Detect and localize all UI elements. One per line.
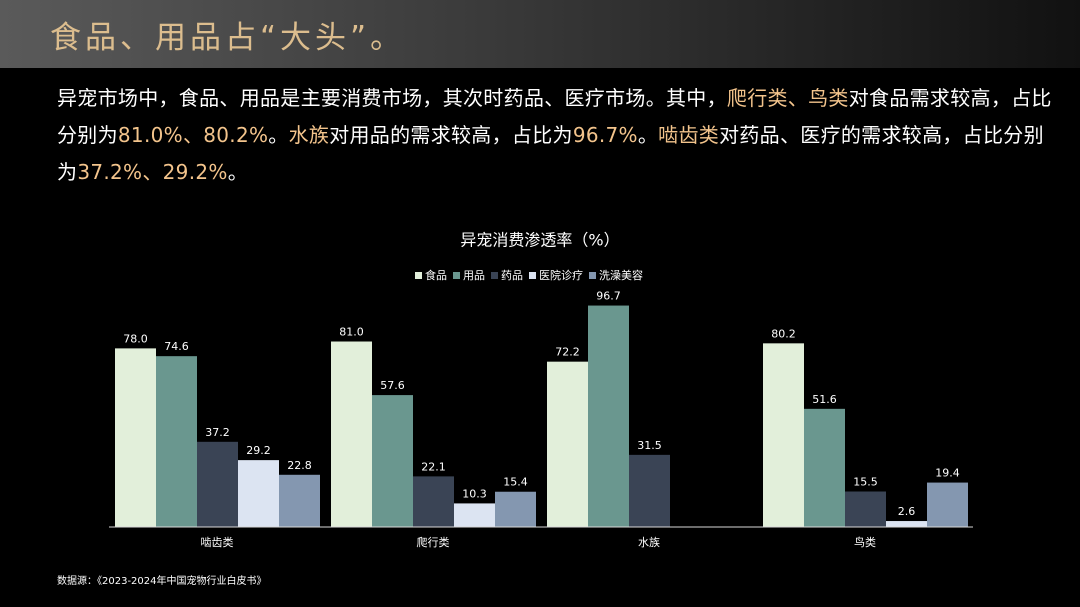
body-text: 。: [268, 123, 289, 147]
bar: [886, 521, 927, 527]
x-tick-label: 啮齿类: [201, 535, 234, 549]
legend-swatch: [589, 272, 596, 279]
data-label: 10.3: [462, 487, 487, 500]
legend-swatch: [453, 272, 460, 279]
data-label: 15.5: [853, 476, 878, 489]
legend-swatch: [529, 272, 536, 279]
data-label: 81.0: [339, 326, 364, 339]
header-bar: 食品、用品占“大头”。: [0, 0, 1080, 68]
bar: [454, 503, 495, 527]
bar: [279, 474, 320, 527]
body-text: 异宠市场中，食品、用品是主要消费市场，其次时药品、医疗市场。其中，: [57, 86, 727, 110]
x-tick-label: 鸟类: [854, 535, 876, 549]
highlight-text: 啮齿类: [658, 123, 720, 147]
data-label: 96.7: [596, 290, 621, 303]
data-label: 51.6: [812, 393, 837, 406]
bar: [804, 408, 845, 527]
data-label: 15.4: [503, 476, 528, 489]
bar: [238, 460, 279, 527]
bar: [115, 348, 156, 527]
body-text: 对用品的需求较高，占比为: [329, 123, 573, 147]
legend-swatch: [415, 272, 422, 279]
bar: [927, 482, 968, 527]
bar: [547, 361, 588, 527]
data-label: 57.6: [380, 379, 405, 392]
bar: [372, 395, 413, 527]
highlight-text: 96.7%: [572, 123, 638, 147]
legend-swatch: [491, 272, 498, 279]
legend-label: 药品: [501, 269, 523, 282]
bar: [763, 343, 804, 527]
slide-title: 食品、用品占“大头”。: [50, 20, 406, 56]
data-label: 22.1: [421, 460, 446, 473]
data-label: 72.2: [555, 346, 580, 359]
data-label: 37.2: [205, 426, 230, 439]
bar: [845, 491, 886, 527]
legend-label: 用品: [463, 269, 485, 282]
body-text: 对药品、医疗的需求较高，占比分别为: [57, 123, 1044, 184]
bar: [588, 305, 629, 527]
bar: [331, 341, 372, 527]
data-label: 22.8: [287, 459, 312, 472]
bar: [413, 476, 454, 527]
x-tick-label: 爬行类: [417, 535, 450, 549]
legend-label: 洗澡美容: [599, 268, 643, 282]
bar: [629, 454, 670, 527]
chart-title: 异宠消费渗透率（%）: [460, 231, 619, 250]
intro-paragraph: 异宠市场中，食品、用品是主要消费市场，其次时药品、医疗市场。其中，爬行类、鸟类对…: [57, 80, 1057, 191]
highlight-text: 37.2%、29.2%: [77, 160, 228, 184]
data-label: 74.6: [164, 340, 189, 353]
highlight-text: 水族: [288, 123, 330, 147]
legend-label: 食品: [425, 268, 447, 282]
data-label: 80.2: [771, 327, 796, 340]
data-label: 19.4: [935, 467, 960, 480]
bar: [156, 356, 197, 527]
data-label: 78.0: [123, 332, 148, 345]
body-text: 。: [227, 160, 248, 184]
data-label: 29.2: [246, 444, 271, 457]
body-text: 对食品需求较高，占比分别为: [57, 86, 1052, 147]
bar: [197, 441, 238, 527]
legend-label: 医院诊疗: [539, 268, 583, 282]
source-note: 数据源：《2023-2024年中国宠物行业白皮书》: [57, 576, 267, 587]
highlight-text: 爬行类、鸟类: [726, 86, 849, 110]
highlight-text: 81.0%、80.2%: [117, 123, 269, 147]
bar: [495, 491, 536, 527]
body-text: 。: [637, 123, 659, 147]
data-label: 2.6: [898, 505, 916, 518]
data-label: 31.5: [637, 439, 662, 452]
x-tick-label: 水族: [638, 535, 660, 549]
